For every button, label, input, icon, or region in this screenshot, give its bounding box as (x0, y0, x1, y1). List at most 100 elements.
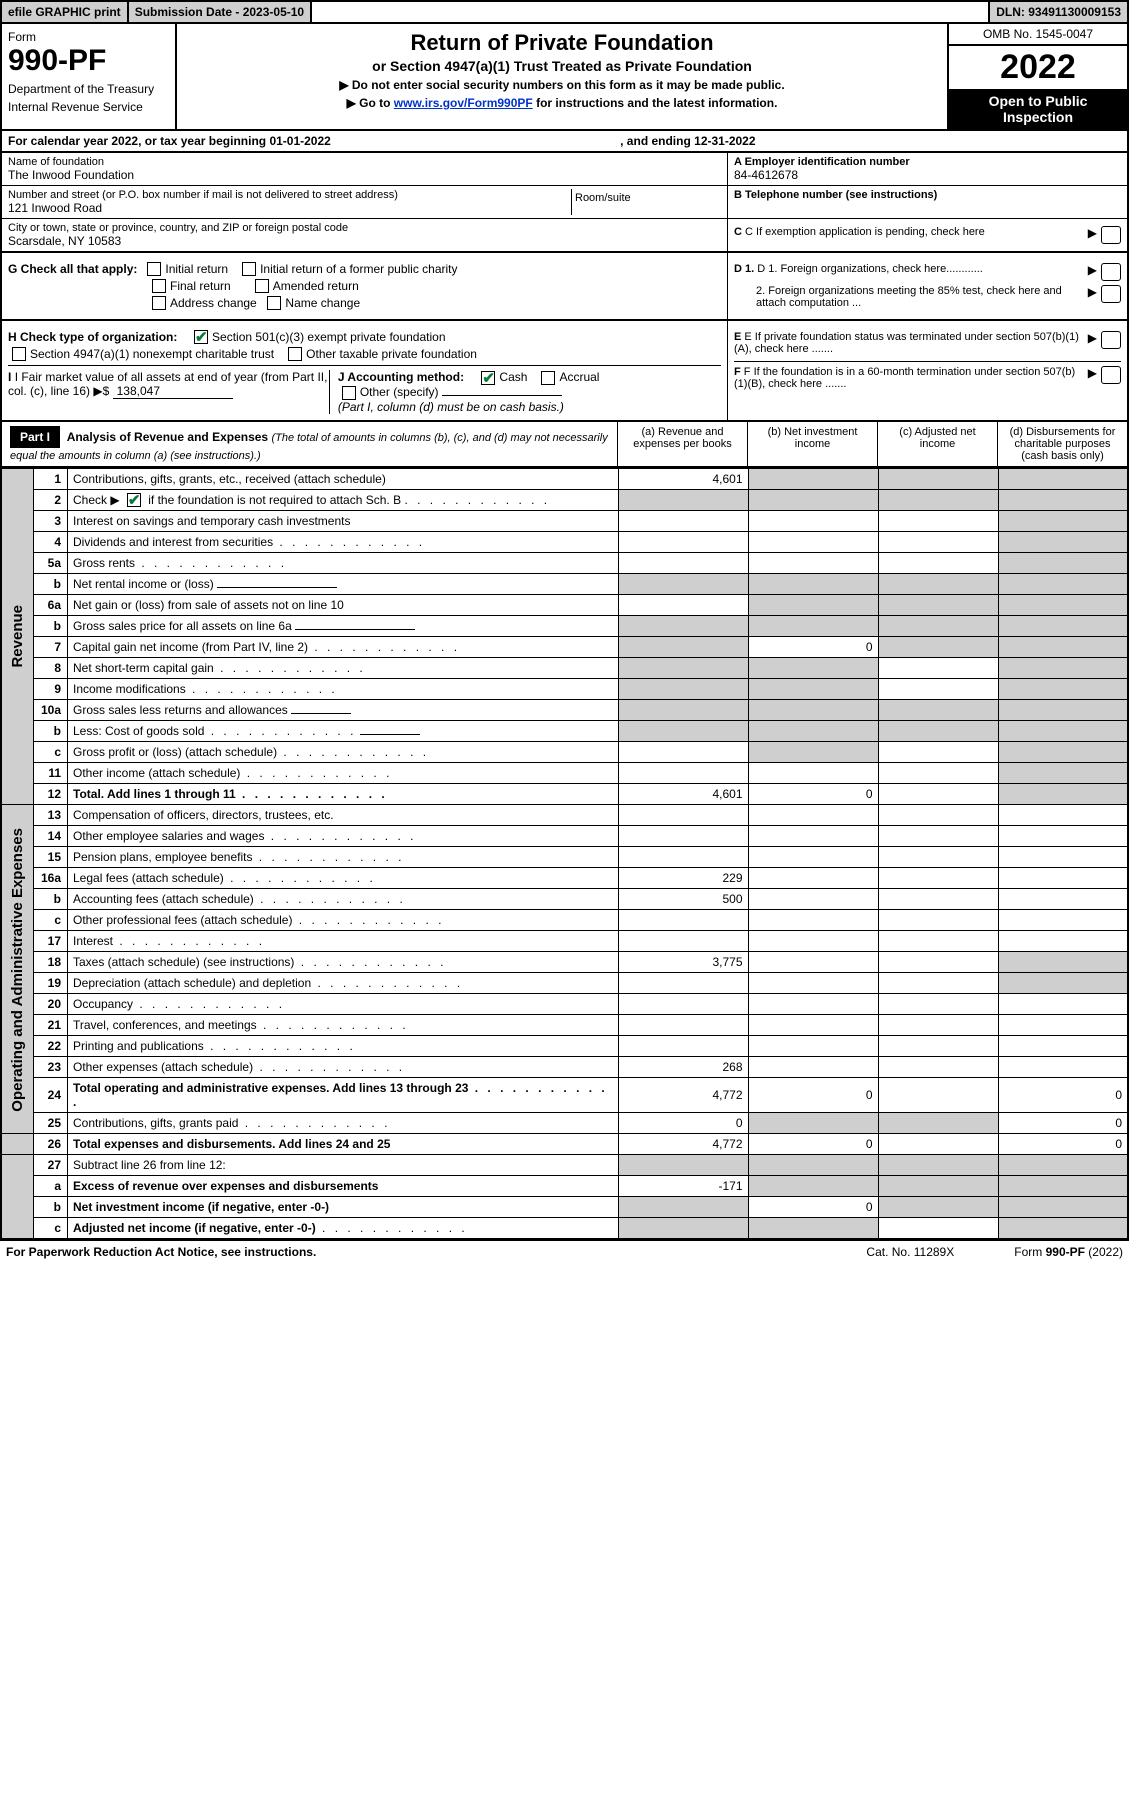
calendar-end: , and ending 12-31-2022 (620, 134, 755, 148)
j-cash-checkbox[interactable] (481, 371, 495, 385)
h-other-checkbox[interactable] (288, 347, 302, 361)
row-13-desc: Compensation of officers, directors, tru… (68, 805, 619, 826)
row-25-d: 0 (998, 1113, 1128, 1134)
j-accrual-checkbox[interactable] (541, 371, 555, 385)
row-24-a: 4,772 (618, 1078, 748, 1113)
address-change-checkbox[interactable] (152, 296, 166, 310)
h-4947-checkbox[interactable] (12, 347, 26, 361)
row-7-b: 0 (748, 637, 878, 658)
row-16b-desc: Accounting fees (attach schedule) (68, 889, 619, 910)
row-5a-desc: Gross rents (68, 553, 619, 574)
j-other-field[interactable] (442, 395, 562, 396)
row-25-a: 0 (618, 1113, 748, 1134)
h-label: H Check type of organization: (8, 330, 177, 344)
row-7-desc: Capital gain net income (from Part IV, l… (68, 637, 619, 658)
row-27b-b: 0 (748, 1197, 878, 1218)
row-20-desc: Occupancy (68, 994, 619, 1015)
j-note: (Part I, column (d) must be on cash basi… (338, 400, 721, 414)
phone-label: B Telephone number (see instructions) (734, 189, 1121, 201)
row-22-desc: Printing and publications (68, 1036, 619, 1057)
amended-return-checkbox[interactable] (255, 279, 269, 293)
row-27c-desc: Adjusted net income (if negative, enter … (68, 1218, 619, 1240)
arrow-icon: ▶ (1088, 366, 1097, 380)
initial-former-label: Initial return of a former public charit… (260, 262, 457, 276)
street-label: Number and street (or P.O. box number if… (8, 189, 571, 201)
h-501c3-label: Section 501(c)(3) exempt private foundat… (212, 330, 445, 344)
row-2-checkbox[interactable] (127, 493, 141, 507)
row-27-desc: Subtract line 26 from line 12: (68, 1155, 619, 1176)
row-26-desc: Total expenses and disbursements. Add li… (68, 1134, 619, 1155)
d2-checkbox[interactable] (1101, 285, 1121, 303)
col-b-header: (b) Net investment income (747, 422, 877, 466)
efile-label: efile GRAPHIC print (2, 2, 129, 22)
f-label: F F If the foundation is in a 60-month t… (734, 366, 1084, 390)
row-8-desc: Net short-term capital gain (68, 658, 619, 679)
irs-link[interactable]: www.irs.gov/Form990PF (394, 96, 533, 110)
e-label: E E If private foundation status was ter… (734, 331, 1084, 355)
dept-treasury: Department of the Treasury (8, 82, 169, 96)
foundation-name: The Inwood Foundation (8, 168, 721, 182)
initial-return-checkbox[interactable] (147, 262, 161, 276)
form-number: 990-PF (8, 44, 169, 78)
row-14-desc: Other employee salaries and wages (68, 826, 619, 847)
g-label: G Check all that apply: (8, 262, 137, 276)
calendar-year-row: For calendar year 2022, or tax year begi… (0, 131, 1129, 153)
d1-checkbox[interactable] (1101, 263, 1121, 281)
form-id-block: Form 990-PF Department of the Treasury I… (2, 24, 177, 129)
row-4-desc: Dividends and interest from securities (68, 532, 619, 553)
calendar-begin: For calendar year 2022, or tax year begi… (8, 134, 620, 148)
revenue-side-label: Revenue (7, 597, 28, 676)
note2-suffix: for instructions and the latest informat… (533, 96, 778, 110)
analysis-table: Revenue 1Contributions, gifts, grants, e… (0, 468, 1129, 1241)
ein-value: 84-4612678 (734, 168, 1121, 182)
e-checkbox[interactable] (1101, 331, 1121, 349)
name-change-checkbox[interactable] (267, 296, 281, 310)
part1-label: Part I (10, 426, 60, 448)
row-17-desc: Interest (68, 931, 619, 952)
city-value: Scarsdale, NY 10583 (8, 234, 721, 248)
row-26-a: 4,772 (618, 1134, 748, 1155)
footer: For Paperwork Reduction Act Notice, see … (0, 1240, 1129, 1263)
d2-label: 2. Foreign organizations meeting the 85%… (734, 285, 1084, 309)
c-checkbox[interactable] (1101, 226, 1121, 244)
j-cash-label: Cash (499, 370, 527, 384)
hij-section: H Check type of organization: Section 50… (0, 321, 1129, 422)
row-12-desc: Total. Add lines 1 through 11 (68, 784, 619, 805)
arrow-icon: ▶ (1088, 226, 1097, 240)
i-value: 138,047 (113, 384, 233, 399)
h-501c3-checkbox[interactable] (194, 330, 208, 344)
j-other-label: Other (specify) (360, 385, 439, 399)
c-label: C C If exemption application is pending,… (734, 226, 1084, 238)
row-16a-a: 229 (618, 868, 748, 889)
ein-label: A Employer identification number (734, 156, 1121, 168)
row-18-a: 3,775 (618, 952, 748, 973)
initial-former-checkbox[interactable] (242, 262, 256, 276)
final-return-checkbox[interactable] (152, 279, 166, 293)
row-19-desc: Depreciation (attach schedule) and deple… (68, 973, 619, 994)
h-other-label: Other taxable private foundation (306, 347, 477, 361)
f-checkbox[interactable] (1101, 366, 1121, 384)
row-23-a: 268 (618, 1057, 748, 1078)
j-other-checkbox[interactable] (342, 386, 356, 400)
row-12-a: 4,601 (618, 784, 748, 805)
row-18-desc: Taxes (attach schedule) (see instruction… (68, 952, 619, 973)
row-26-d: 0 (998, 1134, 1128, 1155)
form-year-block: OMB No. 1545-0047 2022 Open to Public In… (947, 24, 1127, 129)
footer-left: For Paperwork Reduction Act Notice, see … (6, 1245, 866, 1259)
row-16c-desc: Other professional fees (attach schedule… (68, 910, 619, 931)
col-d-header: (d) Disbursements for charitable purpose… (997, 422, 1127, 466)
form-note-2: ▶ Go to www.irs.gov/Form990PF for instru… (183, 96, 941, 110)
row-10b-desc: Less: Cost of goods sold (68, 721, 619, 742)
amended-return-label: Amended return (273, 279, 359, 293)
note2-prefix: ▶ Go to (347, 96, 394, 110)
form-subtitle: or Section 4947(a)(1) Trust Treated as P… (183, 58, 941, 74)
row-6b-desc: Gross sales price for all assets on line… (68, 616, 619, 637)
dept-irs: Internal Revenue Service (8, 100, 169, 114)
footer-center: Cat. No. 11289X (866, 1245, 954, 1259)
part1-header-row: Part I Analysis of Revenue and Expenses … (0, 422, 1129, 468)
final-return-label: Final return (170, 279, 231, 293)
j-label: J Accounting method: (338, 370, 464, 384)
arrow-icon: ▶ (1088, 263, 1097, 277)
city-label: City or town, state or province, country… (8, 222, 721, 234)
row-10c-desc: Gross profit or (loss) (attach schedule) (68, 742, 619, 763)
